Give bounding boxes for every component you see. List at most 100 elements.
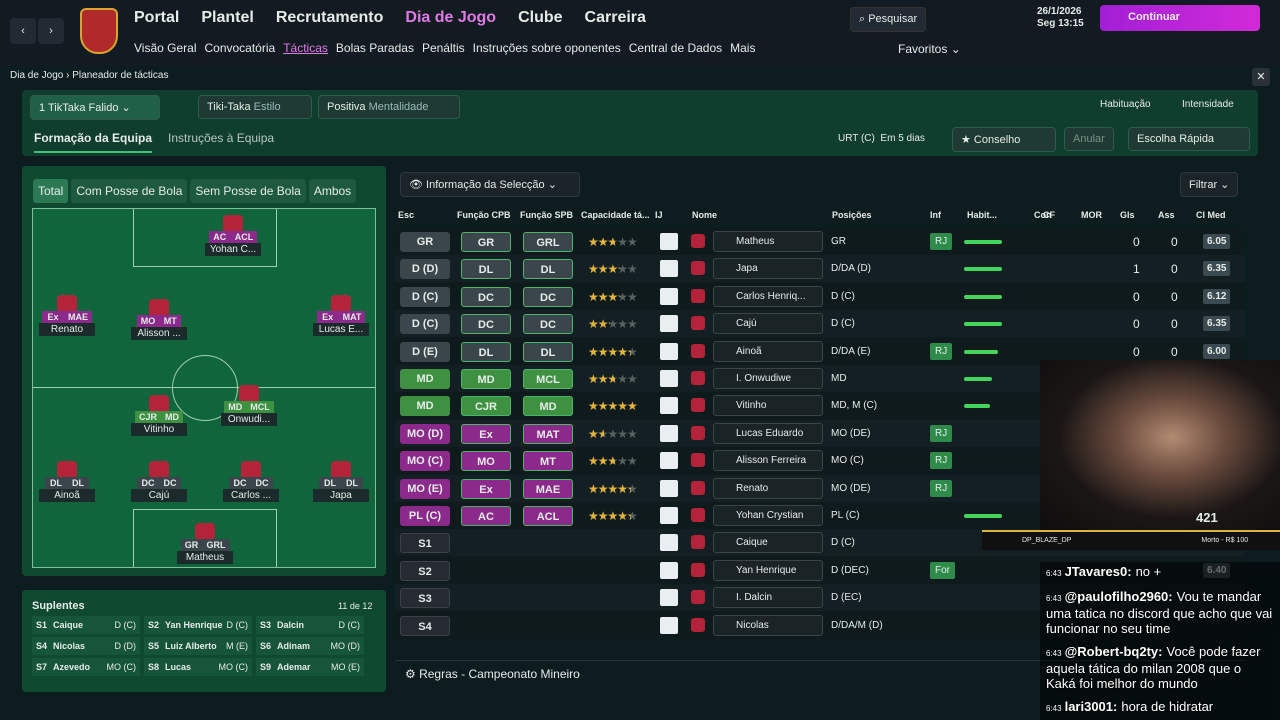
- column-header[interactable]: IJ: [655, 210, 663, 220]
- nav-item[interactable]: Portal: [134, 9, 180, 26]
- column-header[interactable]: Posições: [832, 210, 872, 220]
- player-icon[interactable]: [660, 561, 678, 579]
- nav-item[interactable]: Clube: [518, 9, 563, 26]
- subnav-item[interactable]: Convocatória: [204, 41, 276, 55]
- role-spb[interactable]: MAE: [523, 478, 573, 499]
- role-spb[interactable]: MD: [523, 396, 573, 417]
- role-cpb[interactable]: Ex: [461, 423, 511, 444]
- role-spb[interactable]: MT: [523, 451, 573, 472]
- role-spb[interactable]: DL: [523, 259, 573, 280]
- sub-player[interactable]: S5 Luiz Alberto M (E): [144, 637, 252, 655]
- column-header[interactable]: Função SPB: [520, 210, 574, 220]
- player-card[interactable]: DC DC Cajú: [131, 461, 187, 502]
- sub-player[interactable]: S6 Adinam MO (D): [256, 637, 364, 655]
- player-card[interactable]: DC DC Carlos ...: [223, 461, 279, 502]
- style-select[interactable]: Tiki-Taka Estilo: [198, 95, 312, 119]
- close-button[interactable]: ✕: [1252, 68, 1270, 86]
- undo-button[interactable]: Anular: [1064, 127, 1114, 151]
- player-select[interactable]: Japa: [713, 258, 823, 280]
- role-spb[interactable]: DL: [523, 341, 573, 362]
- player-select[interactable]: Vitinho: [713, 395, 823, 417]
- player-card[interactable]: Ex MAE Renato: [39, 295, 95, 336]
- sub-player[interactable]: S9 Ademar MO (E): [256, 658, 364, 676]
- player-select[interactable]: Nicolas: [713, 614, 823, 636]
- sub-player[interactable]: S2 Yan Henrique D (C): [144, 616, 252, 634]
- role-cpb[interactable]: GR: [461, 232, 511, 252]
- table-row[interactable]: D (C) DC DC ★★★★★★★★★★ Carlos Henriq... D (C)…: [395, 282, 1245, 310]
- player-select[interactable]: Caique: [713, 532, 823, 554]
- role-cpb[interactable]: MO: [461, 451, 511, 472]
- player-icon[interactable]: [660, 424, 678, 442]
- player-select[interactable]: Ainoã: [713, 340, 823, 362]
- player-icon[interactable]: [660, 452, 678, 470]
- player-card[interactable]: AC ACL Yohan C...: [205, 215, 261, 256]
- nav-item[interactable]: Carreira: [584, 9, 646, 26]
- crumb[interactable]: Dia de Jogo: [10, 70, 64, 81]
- player-select[interactable]: Carlos Henriq...: [713, 285, 823, 307]
- pitch-filter[interactable]: Com Posse de Bola: [71, 179, 188, 203]
- player-select[interactable]: Alisson Ferreira: [713, 450, 823, 472]
- role-spb[interactable]: MCL: [523, 369, 573, 389]
- player-card[interactable]: MD MCL Onwudi...: [221, 385, 277, 426]
- player-icon[interactable]: [660, 287, 678, 305]
- subnav-item[interactable]: Mais: [730, 41, 756, 55]
- sub-player[interactable]: S3 Dalcin D (C): [256, 616, 364, 634]
- quick-pick-button[interactable]: Escolha Rápida: [1128, 127, 1250, 151]
- column-header[interactable]: Gls: [1120, 210, 1135, 220]
- table-row[interactable]: D (C) DC DC ★★★★★★★★★★ Cajú D (C) 0 0 6.35: [395, 310, 1245, 338]
- role-spb[interactable]: DC: [523, 286, 573, 307]
- player-card[interactable]: GR GRL Matheus: [177, 523, 233, 564]
- nav-item[interactable]: Plantel: [201, 9, 254, 26]
- column-header[interactable]: Inf: [930, 210, 941, 220]
- player-icon[interactable]: [660, 589, 678, 607]
- player-select[interactable]: Renato: [713, 477, 823, 499]
- rules[interactable]: ⚙ Regras - Campeonato Mineiro: [405, 667, 580, 681]
- sub-player[interactable]: S1 Caique D (C): [32, 616, 140, 634]
- player-icon[interactable]: [660, 534, 678, 552]
- tactic-select[interactable]: 1 TikTaka Falido ⌄: [30, 95, 160, 120]
- player-icon[interactable]: [660, 397, 678, 415]
- table-row[interactable]: D (D) DL DL ★★★★★★★★★★ Japa D/DA (D) 1 0 6.35: [395, 255, 1245, 283]
- column-header[interactable]: Habit...: [967, 210, 998, 220]
- search-button[interactable]: ⌕ Pesquisar: [850, 7, 927, 32]
- role-cpb[interactable]: Ex: [461, 478, 511, 499]
- pitch-filter[interactable]: Sem Posse de Bola: [190, 179, 306, 203]
- subnav-item[interactable]: Instruções sobre oponentes: [472, 41, 621, 55]
- role-cpb[interactable]: AC: [461, 506, 511, 526]
- role-cpb[interactable]: MD: [461, 369, 511, 389]
- pitch-filter[interactable]: Ambos: [308, 179, 357, 203]
- role-cpb[interactable]: DC: [461, 286, 511, 307]
- nav-item[interactable]: Dia de Jogo: [405, 9, 497, 26]
- player-select[interactable]: Matheus: [713, 231, 823, 252]
- player-select[interactable]: I. Dalcin: [713, 587, 823, 609]
- player-select[interactable]: Yohan Crystian: [713, 505, 823, 526]
- player-select[interactable]: I. Onwudiwe: [713, 368, 823, 389]
- column-header[interactable]: Função CPB: [457, 210, 511, 220]
- subnav-item[interactable]: Visão Geral: [134, 41, 197, 55]
- role-spb[interactable]: DC: [523, 314, 573, 335]
- subnav-item[interactable]: Penáltis: [421, 41, 465, 55]
- player-select[interactable]: Yan Henrique: [713, 559, 823, 581]
- player-icon[interactable]: [660, 479, 678, 497]
- selection-info[interactable]: 👁 Informação da Selecção ⌄: [400, 172, 580, 197]
- column-header[interactable]: MOR: [1081, 210, 1102, 220]
- role-spb[interactable]: MAT: [523, 423, 573, 444]
- column-header[interactable]: Capacidade tá...: [581, 210, 650, 220]
- sub-player[interactable]: S4 Nicolas D (D): [32, 637, 140, 655]
- player-select[interactable]: Lucas Eduardo: [713, 422, 823, 444]
- tab[interactable]: Instruções à Equipa: [168, 131, 275, 145]
- player-card[interactable]: DL DL Japa: [313, 461, 369, 502]
- player-icon[interactable]: [660, 342, 678, 360]
- player-icon[interactable]: [660, 370, 678, 387]
- sub-player[interactable]: S8 Lucas MO (C): [144, 658, 252, 676]
- table-row[interactable]: GR GR GRL ★★★★★★★★★★ Matheus GR RJ 0 0 6.05: [395, 228, 1245, 255]
- column-header[interactable]: Ass: [1158, 210, 1175, 220]
- forward-button[interactable]: ›: [38, 18, 64, 44]
- player-select[interactable]: Cajú: [713, 313, 823, 335]
- subnav-item[interactable]: Bolas Paradas: [335, 41, 414, 55]
- player-card[interactable]: CJR MD Vitinho: [131, 395, 187, 436]
- player-icon[interactable]: [660, 507, 678, 524]
- player-icon[interactable]: [660, 616, 678, 634]
- player-icon[interactable]: [660, 260, 678, 278]
- nav-item[interactable]: Recrutamento: [275, 9, 384, 26]
